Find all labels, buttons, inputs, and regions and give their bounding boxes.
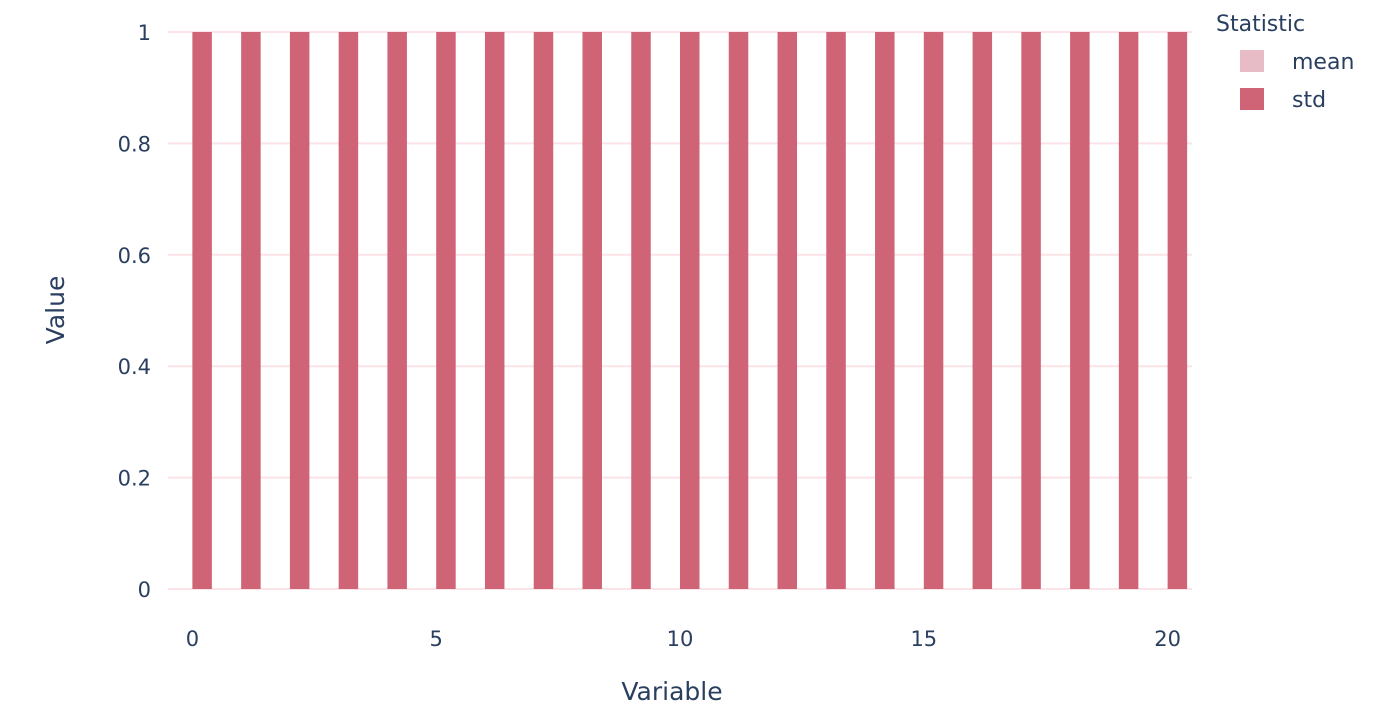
bar-std-11[interactable] bbox=[728, 32, 749, 589]
y-tick-label: 0.2 bbox=[118, 467, 151, 491]
bar-std-1[interactable] bbox=[241, 32, 261, 589]
x-axis-title: Variable bbox=[621, 677, 722, 706]
x-tick-label: 20 bbox=[1154, 627, 1181, 651]
bar-std-4[interactable] bbox=[387, 32, 407, 589]
y-tick-label: 1 bbox=[138, 21, 151, 45]
bar-std-8[interactable] bbox=[582, 32, 602, 589]
legend-label-mean[interactable]: mean bbox=[1292, 50, 1354, 75]
legend: Statistic mean std bbox=[1216, 12, 1354, 113]
bar-std-14[interactable] bbox=[875, 32, 895, 589]
bar-std-5[interactable] bbox=[436, 32, 456, 589]
bars bbox=[192, 32, 1188, 589]
bar-std-0[interactable] bbox=[192, 32, 212, 589]
bar-std-12[interactable] bbox=[777, 32, 798, 589]
bar-std-13[interactable] bbox=[826, 32, 846, 589]
bar-std-16[interactable] bbox=[972, 32, 993, 589]
bar-std-7[interactable] bbox=[533, 32, 554, 589]
x-tick-label: 15 bbox=[910, 627, 937, 651]
y-tick-label: 0 bbox=[138, 578, 151, 602]
legend-title: Statistic bbox=[1216, 12, 1305, 37]
bar-std-6[interactable] bbox=[484, 32, 505, 589]
x-tick-label: 0 bbox=[186, 627, 199, 651]
x-axis: 0 5 10 15 20 bbox=[186, 627, 1181, 651]
bar-std-19[interactable] bbox=[1118, 32, 1139, 589]
bar-std-2[interactable] bbox=[289, 32, 310, 589]
legend-swatch-std[interactable] bbox=[1240, 88, 1264, 110]
y-tick-label: 0.8 bbox=[118, 132, 151, 156]
x-tick-label: 5 bbox=[430, 627, 443, 651]
y-tick-label: 0.6 bbox=[118, 244, 151, 268]
bar-std-17[interactable] bbox=[1021, 32, 1041, 589]
y-axis: 0 0.2 0.4 0.6 0.8 1 bbox=[118, 21, 151, 602]
y-axis-title: Value bbox=[41, 276, 70, 345]
bar-std-10[interactable] bbox=[680, 32, 700, 589]
bar-std-15[interactable] bbox=[923, 32, 944, 589]
legend-swatch-mean[interactable] bbox=[1240, 50, 1264, 72]
y-tick-label: 0.4 bbox=[118, 355, 151, 379]
bar-std-9[interactable] bbox=[631, 32, 651, 589]
x-tick-label: 10 bbox=[667, 627, 694, 651]
bar-std-20[interactable] bbox=[1167, 32, 1188, 589]
bar-std-18[interactable] bbox=[1070, 32, 1090, 589]
legend-label-std[interactable]: std bbox=[1292, 88, 1326, 113]
bar-std-3[interactable] bbox=[338, 32, 359, 589]
